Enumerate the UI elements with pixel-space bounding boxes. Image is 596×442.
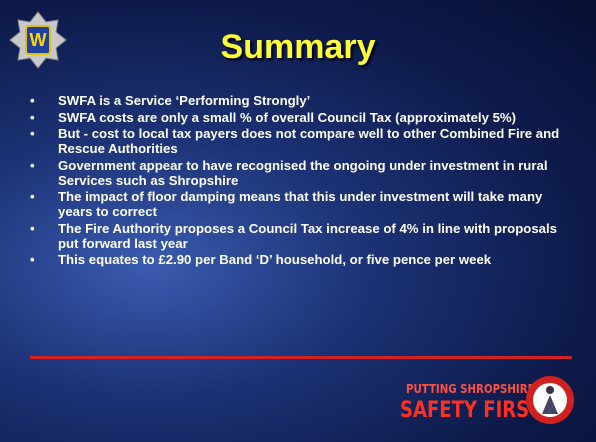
bullet: The Fire Authority proposes a Council Ta… (30, 221, 580, 251)
bullet: This equates to £2.90 per Band ‘D’ house… (30, 252, 580, 267)
bullet: Government appear to have recognised the… (30, 158, 580, 188)
bullet: SWFA is a Service ‘Performing Strongly’ (30, 93, 580, 108)
logo-line: SAFETY FIRST (400, 398, 541, 423)
slide-title: Summary (0, 28, 596, 67)
bullet: But - cost to local tax payers does not … (30, 126, 580, 156)
logo-figure (525, 370, 575, 428)
bullet-list: SWFA is a Service ‘Performing Strongly’ S… (30, 93, 580, 269)
logo: PUTTING SHROPSHIRE'S SAFETY FIRST (400, 370, 580, 430)
slide: W Summary SWFA is a Service ‘Performing … (0, 0, 596, 442)
divider (30, 356, 572, 359)
bullet: The impact of floor damping means that t… (30, 189, 580, 219)
bullet: SWFA costs are only a small % of overall… (30, 110, 580, 125)
